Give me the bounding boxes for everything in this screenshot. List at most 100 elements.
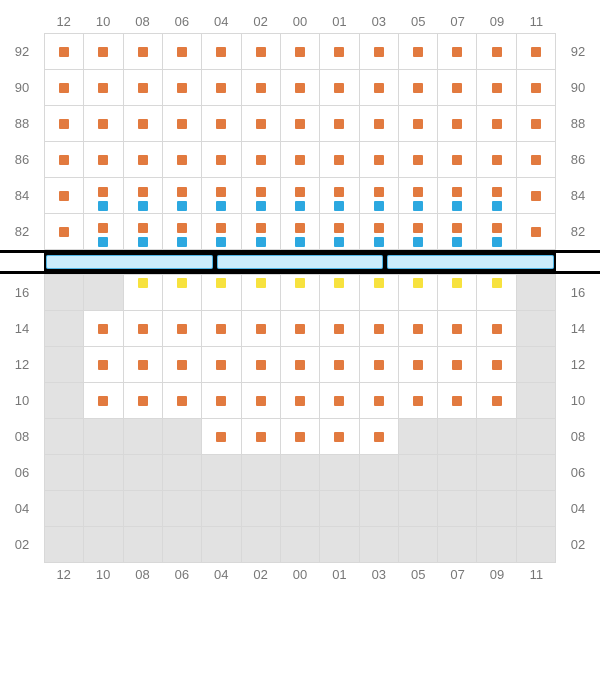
seat-cell[interactable] xyxy=(202,178,241,214)
seat-cell[interactable] xyxy=(477,70,516,106)
seat-cell[interactable] xyxy=(477,106,516,142)
seat-cell[interactable] xyxy=(517,34,556,70)
seat-cell[interactable] xyxy=(517,142,556,178)
seat-cell[interactable] xyxy=(124,70,163,106)
seat-cell[interactable] xyxy=(360,275,399,311)
seat-cell[interactable] xyxy=(281,383,320,419)
seat-cell[interactable] xyxy=(281,70,320,106)
seat-cell[interactable] xyxy=(202,419,241,455)
seat-cell[interactable] xyxy=(163,275,202,311)
seat-cell[interactable] xyxy=(163,214,202,250)
seat-cell[interactable] xyxy=(202,214,241,250)
seat-cell[interactable] xyxy=(360,383,399,419)
seat-cell[interactable] xyxy=(242,70,281,106)
seat-cell[interactable] xyxy=(320,106,359,142)
seat-cell[interactable] xyxy=(438,347,477,383)
seat-cell[interactable] xyxy=(242,178,281,214)
seat-cell[interactable] xyxy=(202,34,241,70)
seat-cell[interactable] xyxy=(320,142,359,178)
seat-cell[interactable] xyxy=(320,70,359,106)
seat-cell[interactable] xyxy=(438,34,477,70)
seat-cell[interactable] xyxy=(399,106,438,142)
seat-cell[interactable] xyxy=(242,311,281,347)
seat-cell[interactable] xyxy=(477,311,516,347)
seat-cell[interactable] xyxy=(399,34,438,70)
seat-cell[interactable] xyxy=(45,142,84,178)
seat-cell[interactable] xyxy=(477,214,516,250)
seat-cell[interactable] xyxy=(360,347,399,383)
seat-cell[interactable] xyxy=(399,275,438,311)
seat-cell[interactable] xyxy=(202,275,241,311)
seat-cell[interactable] xyxy=(399,178,438,214)
seat-cell[interactable] xyxy=(438,142,477,178)
seat-cell[interactable] xyxy=(320,419,359,455)
seat-cell[interactable] xyxy=(242,383,281,419)
seat-cell[interactable] xyxy=(84,178,123,214)
seat-cell[interactable] xyxy=(124,383,163,419)
seat-cell[interactable] xyxy=(281,34,320,70)
seat-cell[interactable] xyxy=(45,34,84,70)
seat-cell[interactable] xyxy=(320,34,359,70)
seat-cell[interactable] xyxy=(163,70,202,106)
seat-cell[interactable] xyxy=(360,34,399,70)
seat-cell[interactable] xyxy=(124,347,163,383)
seat-cell[interactable] xyxy=(281,142,320,178)
seat-cell[interactable] xyxy=(360,311,399,347)
seat-cell[interactable] xyxy=(281,347,320,383)
seat-cell[interactable] xyxy=(399,214,438,250)
seat-cell[interactable] xyxy=(202,142,241,178)
seat-cell[interactable] xyxy=(124,106,163,142)
seat-cell[interactable] xyxy=(163,34,202,70)
seat-cell[interactable] xyxy=(438,311,477,347)
seat-cell[interactable] xyxy=(281,178,320,214)
seat-cell[interactable] xyxy=(202,106,241,142)
seat-cell[interactable] xyxy=(124,142,163,178)
seat-cell[interactable] xyxy=(438,70,477,106)
seat-cell[interactable] xyxy=(477,275,516,311)
seat-cell[interactable] xyxy=(517,178,556,214)
seat-cell[interactable] xyxy=(399,70,438,106)
seat-cell[interactable] xyxy=(281,311,320,347)
seat-cell[interactable] xyxy=(242,214,281,250)
seat-cell[interactable] xyxy=(124,178,163,214)
seat-cell[interactable] xyxy=(45,214,84,250)
seat-cell[interactable] xyxy=(360,70,399,106)
seat-cell[interactable] xyxy=(399,311,438,347)
seat-cell[interactable] xyxy=(320,383,359,419)
seat-cell[interactable] xyxy=(45,178,84,214)
seat-cell[interactable] xyxy=(477,34,516,70)
seat-cell[interactable] xyxy=(84,34,123,70)
seat-cell[interactable] xyxy=(45,106,84,142)
seat-cell[interactable] xyxy=(84,347,123,383)
seat-cell[interactable] xyxy=(84,142,123,178)
seat-cell[interactable] xyxy=(438,383,477,419)
seat-cell[interactable] xyxy=(242,142,281,178)
seat-cell[interactable] xyxy=(320,214,359,250)
seat-cell[interactable] xyxy=(438,275,477,311)
seat-cell[interactable] xyxy=(360,178,399,214)
seat-cell[interactable] xyxy=(281,214,320,250)
seat-cell[interactable] xyxy=(242,347,281,383)
seat-cell[interactable] xyxy=(477,178,516,214)
seat-cell[interactable] xyxy=(477,347,516,383)
seat-cell[interactable] xyxy=(281,275,320,311)
seat-cell[interactable] xyxy=(320,347,359,383)
seat-cell[interactable] xyxy=(320,311,359,347)
seat-cell[interactable] xyxy=(360,106,399,142)
seat-cell[interactable] xyxy=(477,142,516,178)
seat-cell[interactable] xyxy=(163,383,202,419)
seat-cell[interactable] xyxy=(124,34,163,70)
seat-cell[interactable] xyxy=(124,214,163,250)
seat-cell[interactable] xyxy=(202,383,241,419)
seat-cell[interactable] xyxy=(45,70,84,106)
seat-cell[interactable] xyxy=(242,275,281,311)
seat-cell[interactable] xyxy=(320,178,359,214)
seat-cell[interactable] xyxy=(281,106,320,142)
seat-cell[interactable] xyxy=(242,34,281,70)
seat-cell[interactable] xyxy=(399,383,438,419)
seat-cell[interactable] xyxy=(360,214,399,250)
seat-cell[interactable] xyxy=(438,178,477,214)
seat-cell[interactable] xyxy=(84,214,123,250)
seat-cell[interactable] xyxy=(84,106,123,142)
seat-cell[interactable] xyxy=(202,70,241,106)
